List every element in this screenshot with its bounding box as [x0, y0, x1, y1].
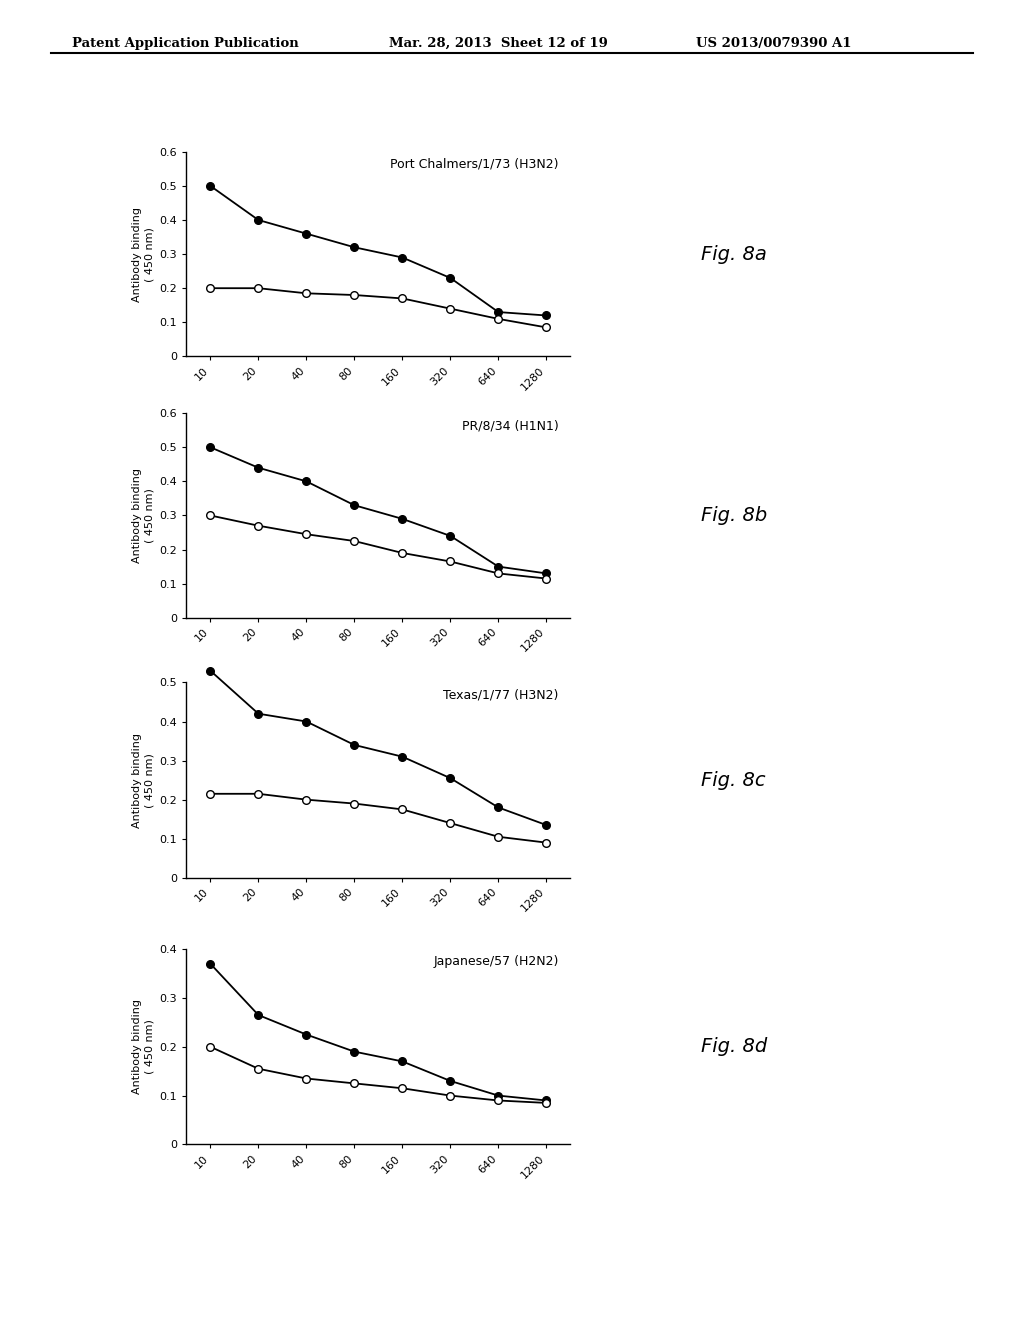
Text: Patent Application Publication: Patent Application Publication [72, 37, 298, 50]
Text: Texas/1/77 (H3N2): Texas/1/77 (H3N2) [443, 688, 559, 701]
Y-axis label: Antibody binding
( 450 nm): Antibody binding ( 450 nm) [132, 469, 154, 562]
Text: Fig. 8b: Fig. 8b [701, 506, 768, 525]
Text: US 2013/0079390 A1: US 2013/0079390 A1 [696, 37, 852, 50]
Y-axis label: Antibody binding
( 450 nm): Antibody binding ( 450 nm) [132, 207, 154, 301]
Y-axis label: Antibody binding
( 450 nm): Antibody binding ( 450 nm) [132, 733, 154, 828]
Text: Mar. 28, 2013  Sheet 12 of 19: Mar. 28, 2013 Sheet 12 of 19 [389, 37, 608, 50]
Text: Fig. 8d: Fig. 8d [701, 1038, 768, 1056]
Text: Fig. 8c: Fig. 8c [701, 771, 766, 789]
Text: Fig. 8a: Fig. 8a [701, 244, 767, 264]
Text: Japanese/57 (H2N2): Japanese/57 (H2N2) [433, 954, 559, 968]
Y-axis label: Antibody binding
( 450 nm): Antibody binding ( 450 nm) [132, 999, 154, 1094]
Text: Port Chalmers/1/73 (H3N2): Port Chalmers/1/73 (H3N2) [390, 158, 559, 170]
Text: PR/8/34 (H1N1): PR/8/34 (H1N1) [462, 420, 559, 432]
